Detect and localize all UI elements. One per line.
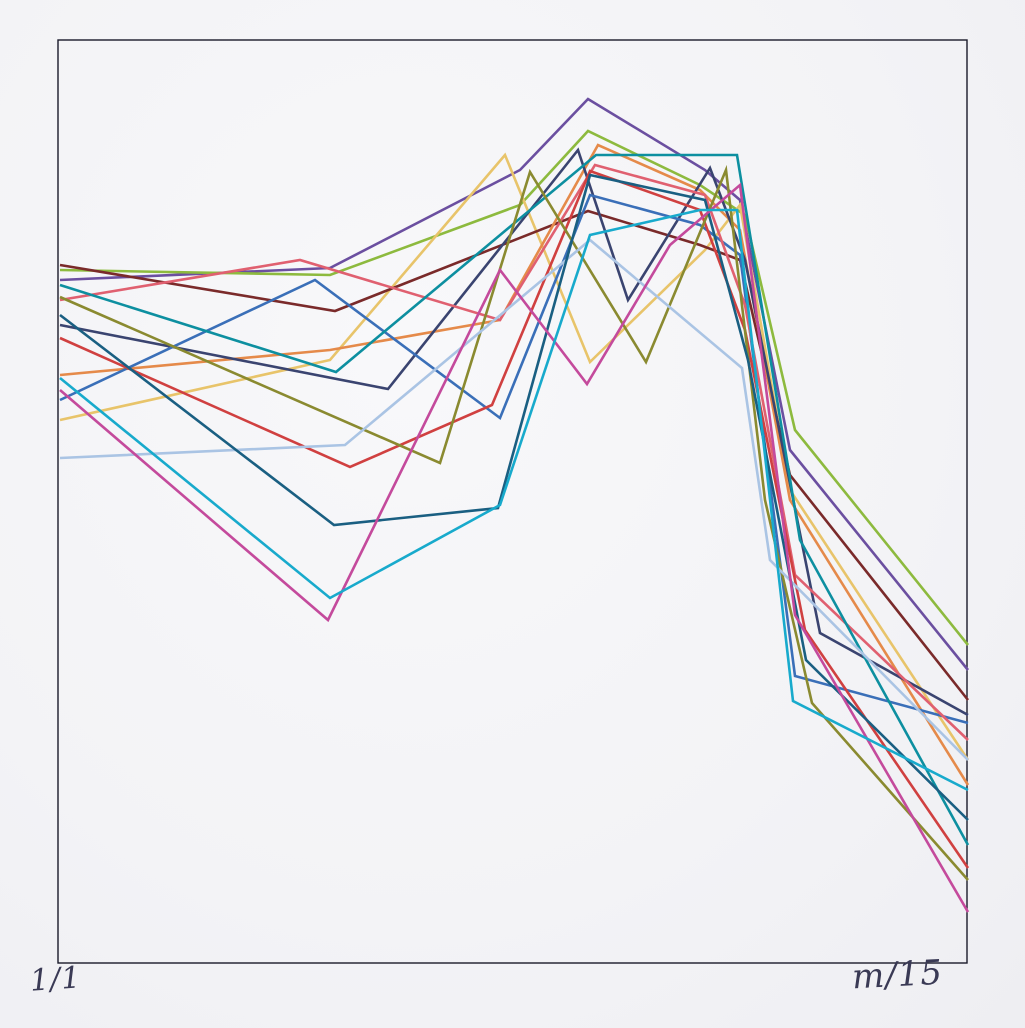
colored-line-12	[59, 238, 969, 761]
colored-line-6	[59, 147, 969, 717]
colored-line-10	[59, 169, 970, 869]
colored-line-1	[59, 97, 970, 671]
colored-line-7	[59, 193, 969, 725]
colored-line-5	[59, 143, 970, 786]
colored-line-14	[59, 182, 970, 913]
colored-line-15	[59, 208, 969, 792]
artist-signature: m/15	[851, 952, 944, 998]
colored-line-8	[59, 163, 969, 741]
colored-line-4	[59, 209, 970, 701]
colored-line-13	[59, 173, 969, 821]
edition-number: 1/1	[28, 960, 83, 999]
colored-line-9	[59, 153, 970, 846]
colored-line-2	[59, 129, 970, 646]
colored-line-11	[59, 164, 969, 881]
polyline-group	[59, 97, 970, 913]
frame-border	[57, 39, 968, 964]
